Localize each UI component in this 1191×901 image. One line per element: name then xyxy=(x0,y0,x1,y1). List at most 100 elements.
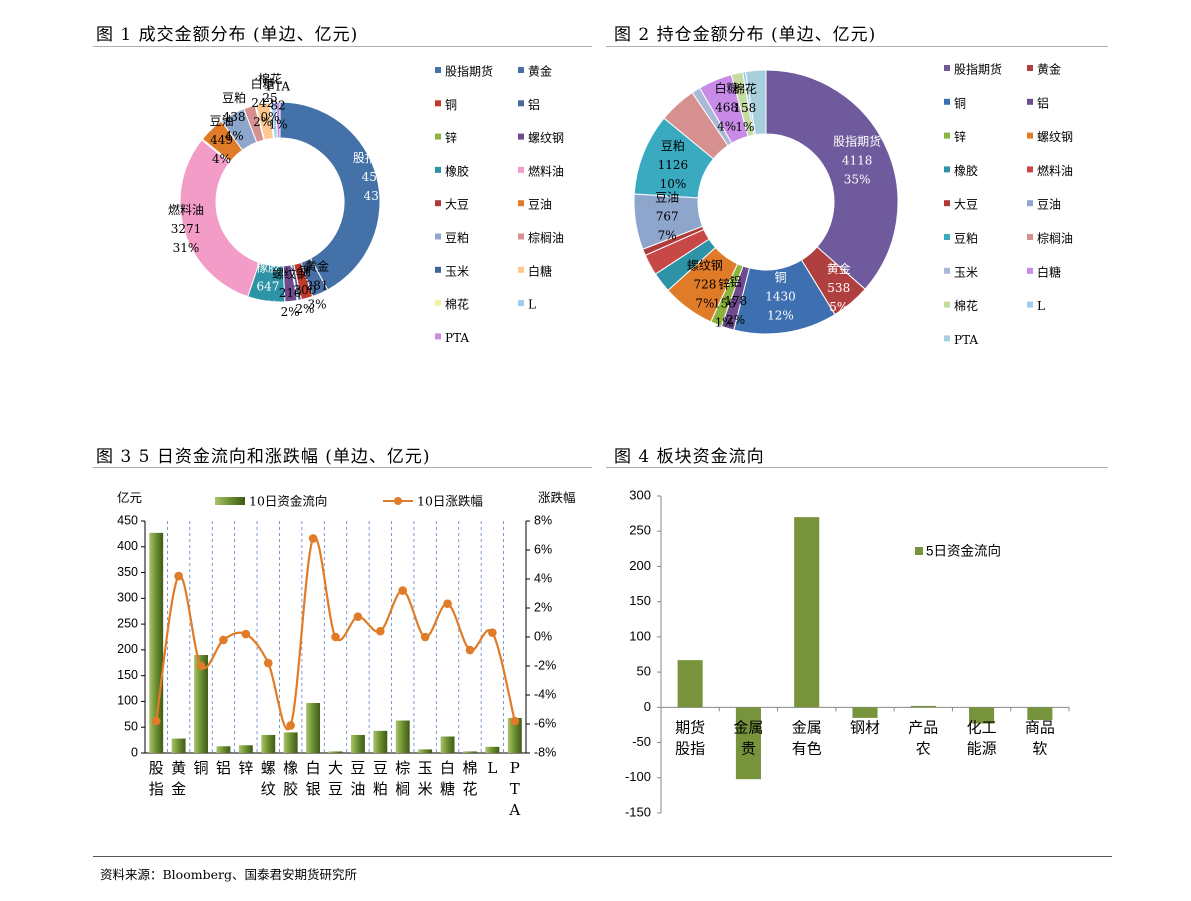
legend-swatch xyxy=(1027,166,1033,173)
line-point-棉花 xyxy=(465,645,475,655)
line-point-豆油 xyxy=(353,612,363,621)
data-label: 728 xyxy=(693,277,716,291)
data-label: 铜 xyxy=(774,269,786,284)
x-tick-label: 白 xyxy=(306,759,321,777)
x-tick-label: 贵 xyxy=(741,739,756,757)
x-tick-label: 豆 xyxy=(328,780,343,798)
data-label: 黄金 xyxy=(827,261,851,276)
data-label: 白糖 xyxy=(251,76,275,91)
legend-swatch-bar xyxy=(215,497,245,505)
y-tick-label: 250 xyxy=(629,523,651,538)
data-label: 棉花 xyxy=(733,81,757,96)
legend-label: 螺纹钢 xyxy=(1037,130,1073,144)
bar-棕榈 xyxy=(395,720,410,753)
data-label: 铝 xyxy=(730,274,742,289)
bar-PTA xyxy=(507,717,522,753)
legend-label: 橡胶 xyxy=(954,163,978,178)
x-tick-label: 农 xyxy=(916,739,931,757)
bar-期货股指 xyxy=(677,660,703,708)
y2-tick-label: -2% xyxy=(534,658,556,672)
data-label: 0% xyxy=(260,110,279,124)
y-tick-label: 100 xyxy=(629,628,651,643)
x-tick-label: 白 xyxy=(440,759,455,777)
data-label: 10% xyxy=(660,177,687,191)
data-label: 3% xyxy=(308,298,327,312)
legend-label: 棕榈油 xyxy=(528,230,564,245)
x-tick-label: 指 xyxy=(149,780,164,798)
legend-swatch xyxy=(518,300,524,307)
data-label: 31% xyxy=(173,241,200,255)
figure-1-title: 图 1 成交金额分布 (单边、亿元) xyxy=(96,25,359,45)
data-label: 2% xyxy=(726,313,745,327)
divider xyxy=(93,46,592,47)
data-label: 647 xyxy=(257,280,280,294)
bar-金属贵 xyxy=(735,707,761,780)
x-tick-label: 金 xyxy=(171,780,186,798)
data-label: 210 xyxy=(279,286,302,300)
legend-swatch xyxy=(944,234,950,240)
line-point-锌 xyxy=(241,629,251,639)
y-tick-label: 50 xyxy=(637,664,651,679)
legend-label: 螺纹钢 xyxy=(528,131,564,145)
legend-swatch xyxy=(435,100,441,107)
legend-label: 10日涨跌幅 xyxy=(417,494,483,509)
line-point-白银 xyxy=(308,534,318,543)
data-label: 7% xyxy=(695,296,714,310)
line-point-玉米 xyxy=(420,632,430,642)
y2-tick-label: 6% xyxy=(534,542,552,556)
bar-豆粕 xyxy=(373,730,388,753)
data-label: 7% xyxy=(658,229,677,243)
x-tick-label: 胶 xyxy=(283,780,298,798)
x-tick-label: A xyxy=(508,801,520,819)
footer-divider xyxy=(93,856,1112,857)
data-label: 767 xyxy=(656,210,679,224)
figure-3-chart: 0 50 100 150 200 250 300 350 400 450 -8% -6% -4% -2% 0… xyxy=(117,490,576,819)
data-label: 1% xyxy=(735,120,754,134)
data-label: 豆油 xyxy=(210,114,234,128)
data-label: 白糖 xyxy=(715,80,739,95)
data-label: 200 xyxy=(293,283,316,297)
legend-swatch xyxy=(518,133,524,140)
x-tick-label: 粕 xyxy=(373,780,388,798)
bar-铜 xyxy=(194,655,208,753)
bar-白糖 xyxy=(440,736,455,753)
legend-swatch xyxy=(944,98,950,105)
legend-swatch xyxy=(518,200,524,207)
y-tick-label: 250 xyxy=(117,616,138,630)
data-label: 1% xyxy=(715,315,734,329)
x-tick-label: 米 xyxy=(418,780,433,798)
data-label: 4525 xyxy=(362,170,393,184)
x-tick-label: 棕 xyxy=(395,759,410,777)
line-point-股指 xyxy=(151,716,161,726)
x-tick-label: 银 xyxy=(306,780,321,798)
data-label: 2% xyxy=(281,305,300,319)
data-label: 螺纹钢 xyxy=(272,267,308,281)
legend-swatch xyxy=(518,266,524,273)
data-label: 棉花 xyxy=(258,71,282,86)
legend-swatch xyxy=(435,166,441,173)
x-tick-label: 糖 xyxy=(440,780,455,798)
y-tick-label: 200 xyxy=(629,558,651,573)
y2-tick-label: 8% xyxy=(534,513,552,527)
bar-黄金 xyxy=(171,738,186,753)
legend-label: 铜 xyxy=(445,97,457,112)
bar-锌 xyxy=(238,745,253,753)
legend-swatch xyxy=(435,200,441,207)
legend-label: 燃料油 xyxy=(528,163,564,178)
data-label: 4% xyxy=(212,152,231,166)
data-label: 6% xyxy=(258,299,277,313)
legend-label: L xyxy=(528,298,536,312)
legend-swatch xyxy=(944,132,950,139)
data-label: 4118 xyxy=(842,153,873,167)
legend-label: 豆粕 xyxy=(445,230,469,245)
figure-3-title: 图 3 5 日资金流向和涨跌幅 (单边、亿元) xyxy=(96,447,431,467)
legend-swatch xyxy=(944,166,950,173)
data-label: 82 xyxy=(270,99,285,113)
x-tick-label: 榈 xyxy=(395,780,410,798)
data-label: 锌 xyxy=(718,277,730,291)
legend-label: 铝 xyxy=(528,97,540,112)
y-axis-label: 亿元 xyxy=(117,490,142,505)
y2-tick-label: -4% xyxy=(534,687,556,701)
legend-label: 白糖 xyxy=(528,263,552,278)
legend-swatch xyxy=(1027,65,1033,71)
